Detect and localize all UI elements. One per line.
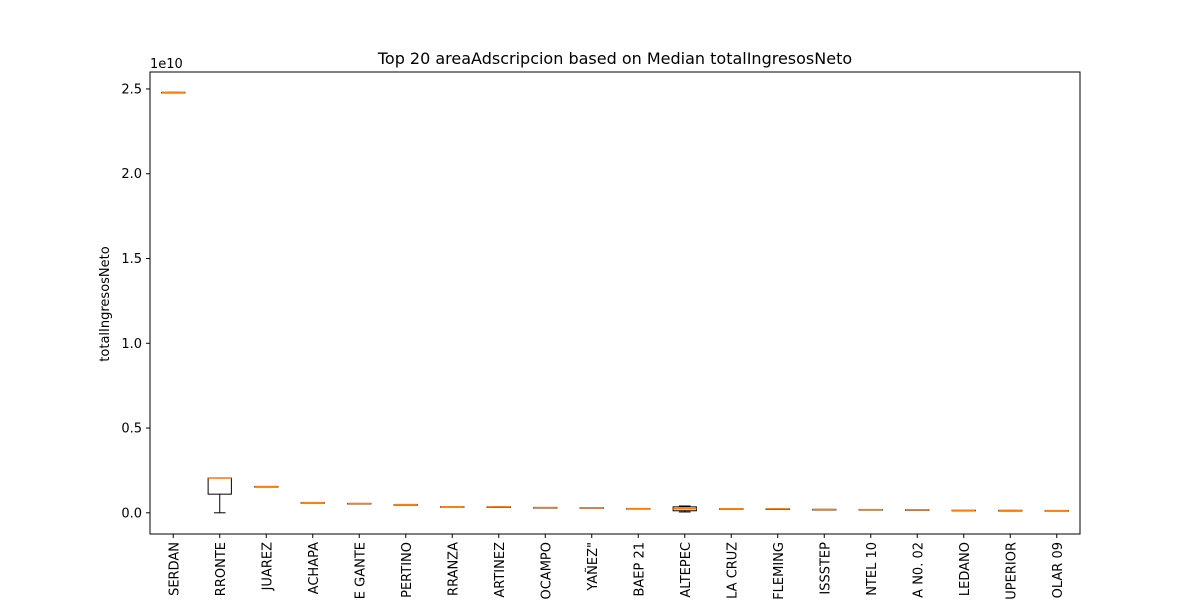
- y-tick-label: 0.5: [121, 422, 142, 437]
- box-0: [161, 91, 186, 94]
- x-tick-label: RRONTE: [214, 542, 229, 596]
- box-3: [300, 501, 325, 504]
- y-tick-label: 1.0: [121, 337, 142, 352]
- box-2: [254, 485, 279, 488]
- x-tick-label: ALTEPEC: [679, 542, 694, 598]
- box-18: [998, 509, 1023, 512]
- x-tick-label: E GANTE: [353, 542, 368, 599]
- y-tick-label: 0.0: [121, 506, 142, 521]
- y-axis-offset-label: 1e10: [150, 57, 183, 72]
- y-axis: 0.0 0.5 1.0 1.5 2.0 2.5: [121, 82, 150, 521]
- x-tick-label: YAÑEZ": [585, 542, 601, 592]
- box-13: [765, 508, 790, 510]
- y-tick-label: 2.0: [121, 167, 142, 182]
- x-tick-label: ARTINEZ: [493, 542, 508, 598]
- box-10: [626, 507, 651, 510]
- boxes-group: [161, 91, 1069, 514]
- x-tick-label: OLAR 09: [1051, 542, 1066, 598]
- y-tick-label: 2.5: [121, 82, 142, 97]
- box-12: [719, 507, 744, 510]
- box-17: [951, 509, 976, 512]
- x-axis: SERDAN RRONTE JUAREZ ACHAPA E GANTE PERTINO RR…: [167, 534, 1066, 600]
- x-tick-label: LA CRUZ: [725, 542, 740, 599]
- x-tick-label: SERDAN: [167, 542, 182, 596]
- y-tick-label: 1.5: [121, 252, 142, 267]
- box-5: [393, 503, 418, 506]
- y-axis-label: totalIngresosNeto: [98, 246, 113, 361]
- x-tick-label: RRANZA: [446, 542, 461, 596]
- plot-frame: [149, 71, 1081, 535]
- x-tick-label: UPERIOR: [1004, 542, 1019, 600]
- x-tick-label: JUAREZ: [260, 542, 275, 591]
- x-tick-label: A N0. 02: [911, 542, 926, 598]
- x-tick-label: BAEP 21: [632, 542, 647, 597]
- x-tick-label: ISSSTEP: [818, 542, 833, 595]
- box-15: [858, 508, 883, 511]
- x-tick-label: ACHAPA: [307, 542, 322, 594]
- box-7: [486, 506, 511, 508]
- x-tick-label: FLEMING: [772, 542, 787, 600]
- x-tick-label: PERTINO: [400, 542, 415, 598]
- x-tick-label: NTEL 10: [865, 542, 880, 596]
- box-19: [1044, 509, 1069, 512]
- box-11: [672, 505, 697, 513]
- box-16: [905, 509, 930, 511]
- box-9: [579, 506, 604, 509]
- chart-title: Top 20 areaAdscripcion based on Median t…: [377, 49, 852, 68]
- x-tick-label: OCAMPO: [539, 542, 554, 600]
- x-tick-label: LEDANO: [958, 542, 973, 596]
- box-8: [533, 506, 558, 509]
- box-14: [812, 508, 837, 511]
- box-6: [440, 505, 465, 508]
- box-iqr: [207, 477, 232, 495]
- box-4: [347, 502, 372, 505]
- box-1: [207, 477, 232, 514]
